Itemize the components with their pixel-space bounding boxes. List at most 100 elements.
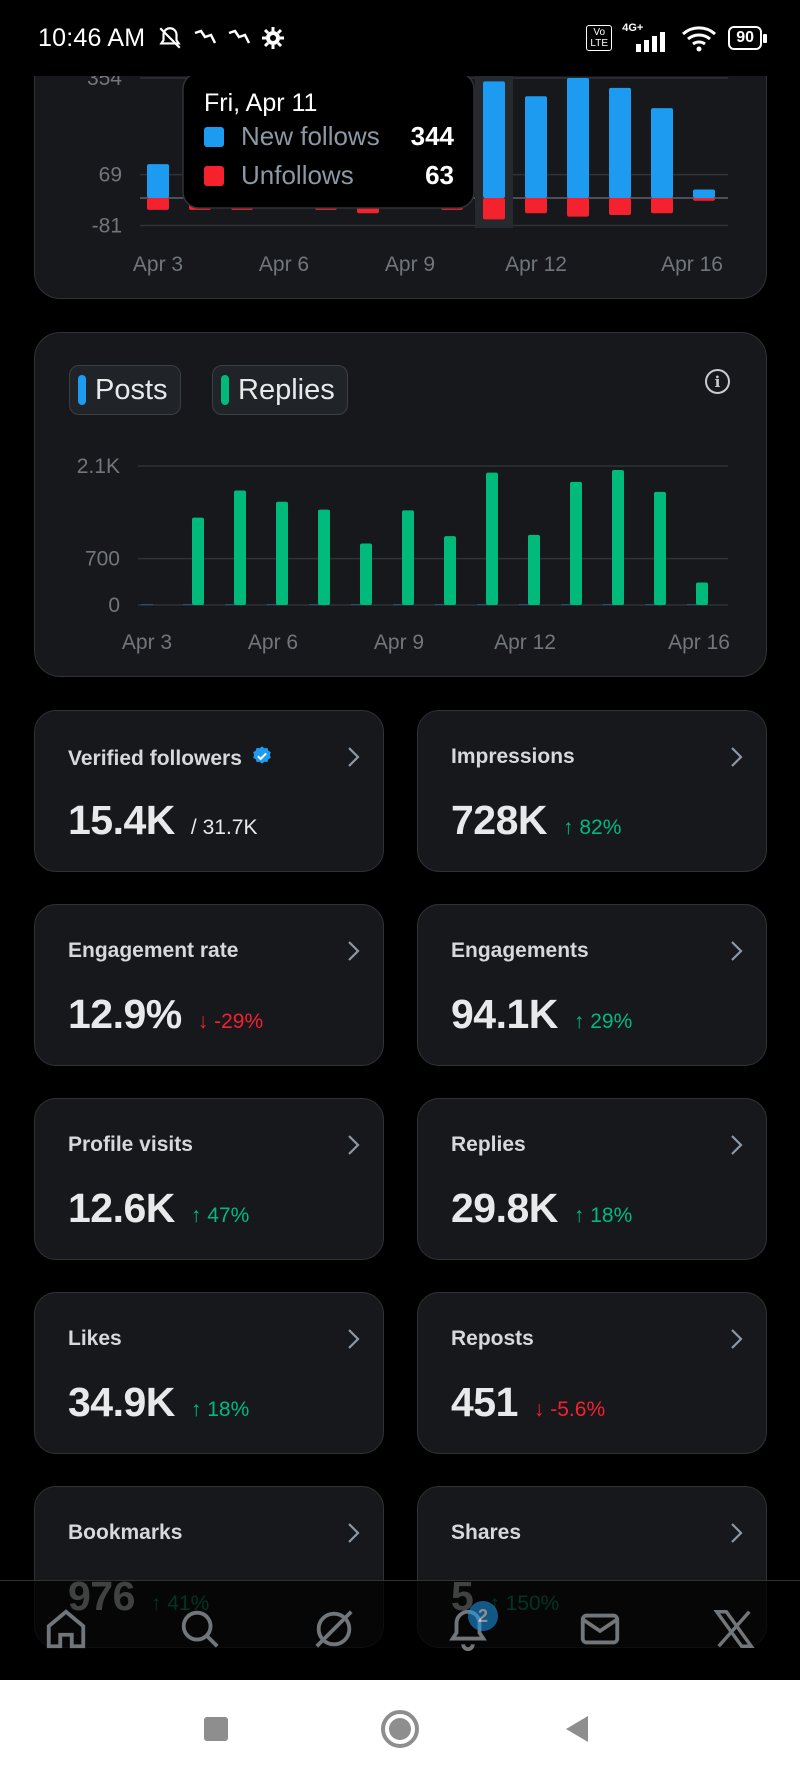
- chevron-right-icon[interactable]: [341, 939, 365, 963]
- x-tick-label: Apr 12: [494, 631, 556, 654]
- stat-card-profile-visits[interactable]: Profile visits 12.6K ↑ 47%: [34, 1098, 384, 1260]
- home-icon[interactable]: [40, 1603, 92, 1655]
- chevron-right-icon[interactable]: [341, 1327, 365, 1351]
- chevron-right-icon[interactable]: [341, 1133, 365, 1157]
- cell-signal-icon: 4G+: [622, 22, 670, 52]
- unfollows-bar: [609, 198, 631, 215]
- new-follows-bar: [693, 189, 715, 198]
- stat-change: ↑ 18%: [190, 1398, 250, 1421]
- chevron-right-icon[interactable]: [724, 1327, 748, 1351]
- status-time: 10:46 AM: [38, 23, 146, 52]
- stat-title-text: Impressions: [451, 745, 575, 768]
- bottom-navigation: 2: [0, 1580, 800, 1680]
- grok-icon[interactable]: [308, 1603, 360, 1655]
- chevron-right-icon[interactable]: [724, 1521, 748, 1545]
- posts-bar: [477, 604, 489, 605]
- stat-title-text: Reposts: [451, 1327, 534, 1350]
- messages-envelope-icon[interactable]: [574, 1603, 626, 1655]
- search-icon[interactable]: [174, 1603, 226, 1655]
- stat-value: 451: [451, 1379, 518, 1425]
- tooltip-value: 63: [425, 160, 454, 190]
- posts-bar: [561, 604, 573, 605]
- stat-value: 12.9%: [68, 991, 182, 1037]
- stat-title: Impressions: [451, 745, 575, 769]
- stat-value-row: 94.1K ↑ 29%: [451, 991, 632, 1038]
- stat-card-engagements[interactable]: Engagements 94.1K ↑ 29%: [417, 904, 767, 1066]
- x-tick-label: Apr 6: [248, 631, 298, 654]
- stat-value: 94.1K: [451, 991, 558, 1037]
- tooltip-label: Unfollows: [241, 160, 354, 190]
- legend-replies[interactable]: Replies: [212, 365, 348, 415]
- stat-card-verified-followers[interactable]: Verified followers 15.4K / 31.7K: [34, 710, 384, 872]
- posts-bar: [267, 604, 279, 605]
- stat-card-replies[interactable]: Replies 29.8K ↑ 18%: [417, 1098, 767, 1260]
- stat-change: ↑ 47%: [190, 1204, 250, 1227]
- replies-bar: [318, 509, 330, 605]
- chevron-right-icon[interactable]: [341, 745, 365, 769]
- notifications-bell-icon[interactable]: 2: [442, 1601, 498, 1655]
- stat-title-text: Verified followers: [68, 747, 242, 770]
- unfollows-bar: [693, 198, 715, 201]
- status-bar: 10:46 AM Vo LTE 4G+ 90: [0, 0, 800, 76]
- posts-bar: [519, 604, 531, 605]
- unfollows-bar: [525, 198, 547, 214]
- stat-title-text: Engagement rate: [68, 939, 239, 962]
- stat-card-reposts[interactable]: Reposts 451 ↓ -5.6%: [417, 1292, 767, 1454]
- replies-bar: [276, 501, 288, 605]
- stat-value: 12.6K: [68, 1185, 175, 1231]
- unfollows-bar: [147, 198, 169, 210]
- x-tick-label: Apr 6: [259, 253, 309, 276]
- legend-posts[interactable]: Posts: [69, 365, 181, 415]
- stat-card-impressions[interactable]: Impressions 728K ↑ 82%: [417, 710, 767, 872]
- unfollows-bar: [651, 198, 673, 214]
- new-follows-bar: [567, 78, 589, 198]
- stat-value: 29.8K: [451, 1185, 558, 1231]
- x-logo-icon[interactable]: [708, 1603, 760, 1655]
- posts-bar: [645, 604, 657, 605]
- stat-change: ↑ 29%: [573, 1010, 633, 1033]
- posts-bar: [435, 604, 447, 605]
- battery-indicator: 90: [728, 26, 767, 50]
- replies-bar: [528, 534, 540, 605]
- new-follows-bar: [525, 96, 547, 198]
- replies-bar: [444, 536, 456, 605]
- stat-change: ↑ 82%: [563, 816, 622, 839]
- recents-square-icon[interactable]: [196, 1680, 236, 1778]
- chevron-right-icon[interactable]: [724, 939, 748, 963]
- back-triangle-icon[interactable]: [557, 1680, 597, 1778]
- bell-muted-icon: [159, 27, 181, 49]
- chevron-right-icon[interactable]: [724, 745, 748, 769]
- stat-card-engagement-rate[interactable]: Engagement rate 12.9% ↓ -29%: [34, 904, 384, 1066]
- y-tick-label: 0: [108, 594, 120, 617]
- replies-bar: [570, 481, 582, 605]
- stat-change: ↓ -29%: [197, 1010, 264, 1033]
- y-tick-label: 69: [99, 164, 122, 187]
- tooltip-swatch: [204, 127, 224, 147]
- stat-title: Shares: [451, 1521, 521, 1545]
- stat-title-text: Engagements: [451, 939, 589, 962]
- y-tick-label: 700: [85, 548, 120, 571]
- stat-card-likes[interactable]: Likes 34.9K ↑ 18%: [34, 1292, 384, 1454]
- stat-title: Replies: [451, 1133, 526, 1157]
- stat-sub-total: / 31.7K: [190, 816, 258, 839]
- info-icon[interactable]: i: [705, 369, 730, 394]
- new-follows-bar: [609, 87, 631, 198]
- home-circle-icon[interactable]: [375, 1680, 425, 1778]
- stat-value-row: 451 ↓ -5.6%: [451, 1379, 605, 1426]
- chevron-right-icon[interactable]: [724, 1133, 748, 1157]
- replies-bar: [192, 517, 204, 605]
- new-follows-bar: [483, 81, 505, 198]
- replies-bar: [360, 543, 372, 605]
- stat-title-text: Shares: [451, 1521, 522, 1544]
- tooltip-value: 344: [411, 121, 455, 151]
- stat-change: ↓ -5.6%: [533, 1398, 606, 1421]
- legend-replies-swatch: [221, 375, 229, 405]
- chevron-right-icon[interactable]: [341, 1521, 365, 1545]
- tooltip-label: New follows: [241, 121, 380, 151]
- y-tick-label: -81: [92, 214, 122, 237]
- wifi-icon: [682, 26, 717, 52]
- x-tick-label: Apr 12: [505, 253, 567, 276]
- posts-bar: [351, 604, 363, 605]
